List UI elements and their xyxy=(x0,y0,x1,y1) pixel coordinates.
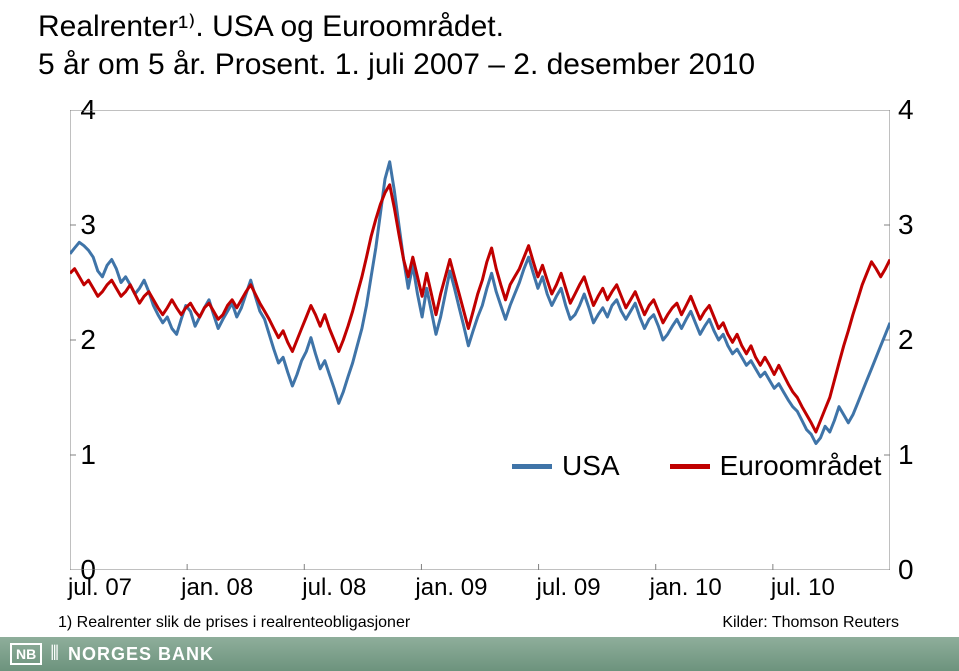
footnote-text: 1) Realrenter slik de prises i realrente… xyxy=(58,614,410,632)
legend-item-usa: USA xyxy=(512,450,620,482)
ytick-right: 0 xyxy=(898,554,958,586)
sources-text: Kilder: Thomson Reuters xyxy=(722,614,899,632)
legend-label-usa: USA xyxy=(562,450,620,482)
ytick-right: 4 xyxy=(898,94,958,126)
legend-item-euro: Euroområdet xyxy=(670,450,882,482)
ytick-right: 3 xyxy=(898,209,958,241)
chart-plot-area xyxy=(70,110,890,570)
xtick-label: jul. 09 xyxy=(537,574,601,602)
footer-bar: NB ⦀ NORGES BANK xyxy=(0,637,959,671)
footer-nb-box: NB xyxy=(10,643,42,665)
chart-legend: USA Euroområdet xyxy=(512,450,881,482)
page: Realrenter¹⁾. USA og Euroområdet. 5 år o… xyxy=(0,0,959,671)
xtick-label: jan. 10 xyxy=(650,574,722,602)
footer-logo: NB ⦀ NORGES BANK xyxy=(10,643,214,666)
title-line-2: 5 år om 5 år. Prosent. 1. juli 2007 – 2.… xyxy=(38,48,755,81)
chart-svg xyxy=(70,110,890,570)
xtick-label: jul. 10 xyxy=(771,574,835,602)
legend-swatch-euro xyxy=(670,464,710,469)
xtick-label: jan. 08 xyxy=(181,574,253,602)
ytick-right: 2 xyxy=(898,324,958,356)
xtick-label: jan. 09 xyxy=(415,574,487,602)
footer-bank-text: NORGES BANK xyxy=(68,644,214,665)
page-title: Realrenter¹⁾. USA og Euroområdet. 5 år o… xyxy=(38,8,755,83)
legend-swatch-usa xyxy=(512,464,552,469)
legend-label-euro: Euroområdet xyxy=(720,450,882,482)
series-usa xyxy=(70,162,890,444)
xtick-label: jul. 07 xyxy=(68,574,132,602)
xtick-label: jul. 08 xyxy=(302,574,366,602)
footer-separator-icon: ⦀ xyxy=(48,643,62,666)
ytick-right: 1 xyxy=(898,439,958,471)
title-line-1: Realrenter¹⁾. USA og Euroområdet. xyxy=(38,10,504,43)
